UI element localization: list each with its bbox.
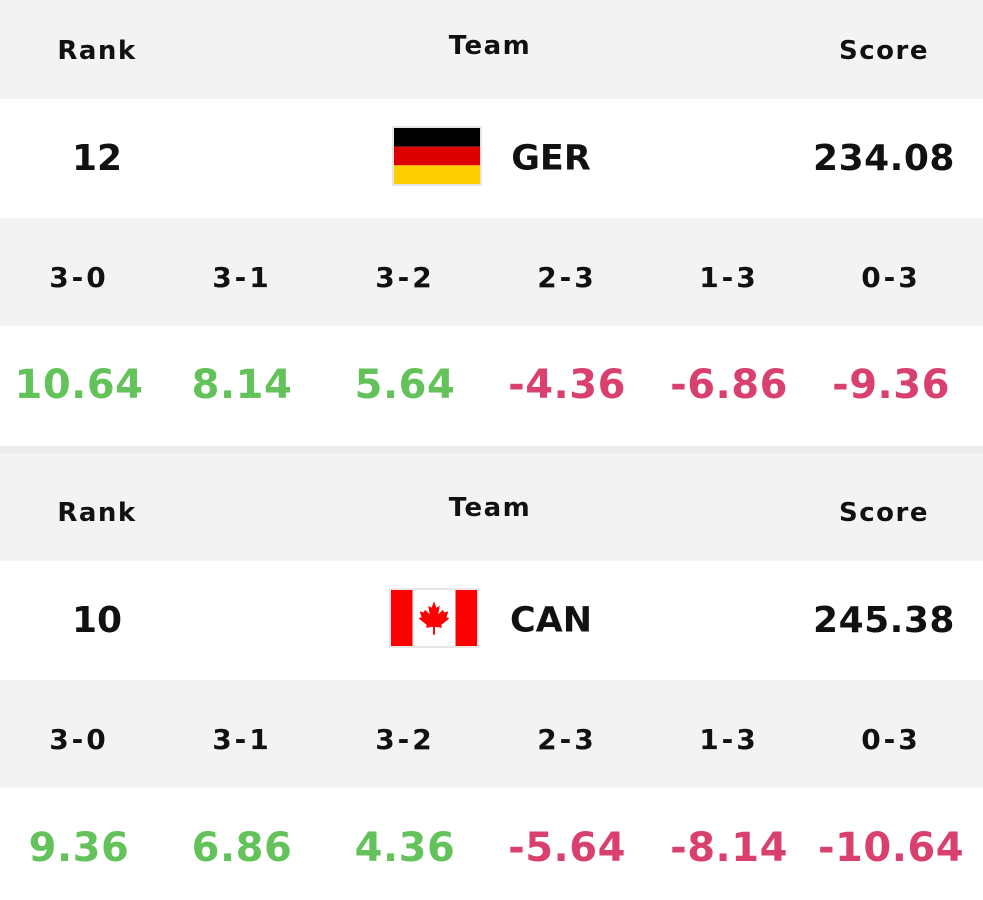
score-delta-row: 9.36 6.86 4.36 -5.64 -8.14 -10.64 <box>0 788 983 900</box>
score-delta: -4.36 <box>508 362 626 408</box>
card-divider <box>0 446 983 454</box>
scenario-label: 3-1 <box>212 261 272 294</box>
team-card-can: Rank Team Score 10 CAN 245.38 3-0 3-1 3-… <box>0 454 983 900</box>
score-delta: -9.36 <box>832 362 950 408</box>
scenario-label: 2-3 <box>537 261 597 294</box>
score-delta: 9.36 <box>28 825 130 871</box>
scenario-label: 2-3 <box>537 723 597 756</box>
scenario-label: 3-2 <box>375 723 435 756</box>
germany-flag-icon <box>392 126 482 186</box>
rank-value: 12 <box>71 138 123 179</box>
scenario-row: 3-0 3-1 3-2 2-3 1-3 0-3 <box>0 218 983 326</box>
score-delta: -8.14 <box>670 825 788 871</box>
team-row: 10 CAN 245.38 <box>0 561 983 680</box>
team-header: Team <box>448 493 532 523</box>
score-delta: 6.86 <box>191 825 293 871</box>
header-row: Rank Team Score <box>0 454 983 561</box>
scenario-label: 0-3 <box>861 261 921 294</box>
team-card-ger: Rank Team Score 12 GER 234.08 3-0 3-1 3-… <box>0 0 983 446</box>
score-value: 234.08 <box>813 138 955 179</box>
scenario-label: 3-1 <box>212 723 272 756</box>
team-row: 12 GER 234.08 <box>0 99 983 218</box>
scenario-label: 3-0 <box>49 723 109 756</box>
canada-flag-icon <box>389 588 479 648</box>
rank-header: Rank <box>57 36 137 66</box>
score-delta: 4.36 <box>354 825 456 871</box>
rank-header: Rank <box>57 498 137 528</box>
scenario-label: 3-2 <box>375 261 435 294</box>
rank-value: 10 <box>71 600 123 641</box>
team-code: CAN <box>509 600 593 641</box>
score-delta: 10.64 <box>14 362 144 408</box>
score-delta: 8.14 <box>191 362 293 408</box>
scenario-label: 1-3 <box>699 723 759 756</box>
score-delta: -6.86 <box>670 362 788 408</box>
header-row: Rank Team Score <box>0 0 983 99</box>
score-delta: -10.64 <box>817 825 965 871</box>
scenario-label: 1-3 <box>699 261 759 294</box>
scenario-row: 3-0 3-1 3-2 2-3 1-3 0-3 <box>0 680 983 788</box>
team-code: GER <box>511 138 591 179</box>
score-delta-row: 10.64 8.14 5.64 -4.36 -6.86 -9.36 <box>0 326 983 446</box>
scenario-label: 0-3 <box>861 723 921 756</box>
score-header: Score <box>839 498 929 528</box>
score-delta: -5.64 <box>508 825 626 871</box>
scenario-label: 3-0 <box>49 261 109 294</box>
score-value: 245.38 <box>813 600 955 641</box>
team-header: Team <box>448 31 532 61</box>
score-delta: 5.64 <box>354 362 456 408</box>
score-header: Score <box>839 36 929 66</box>
